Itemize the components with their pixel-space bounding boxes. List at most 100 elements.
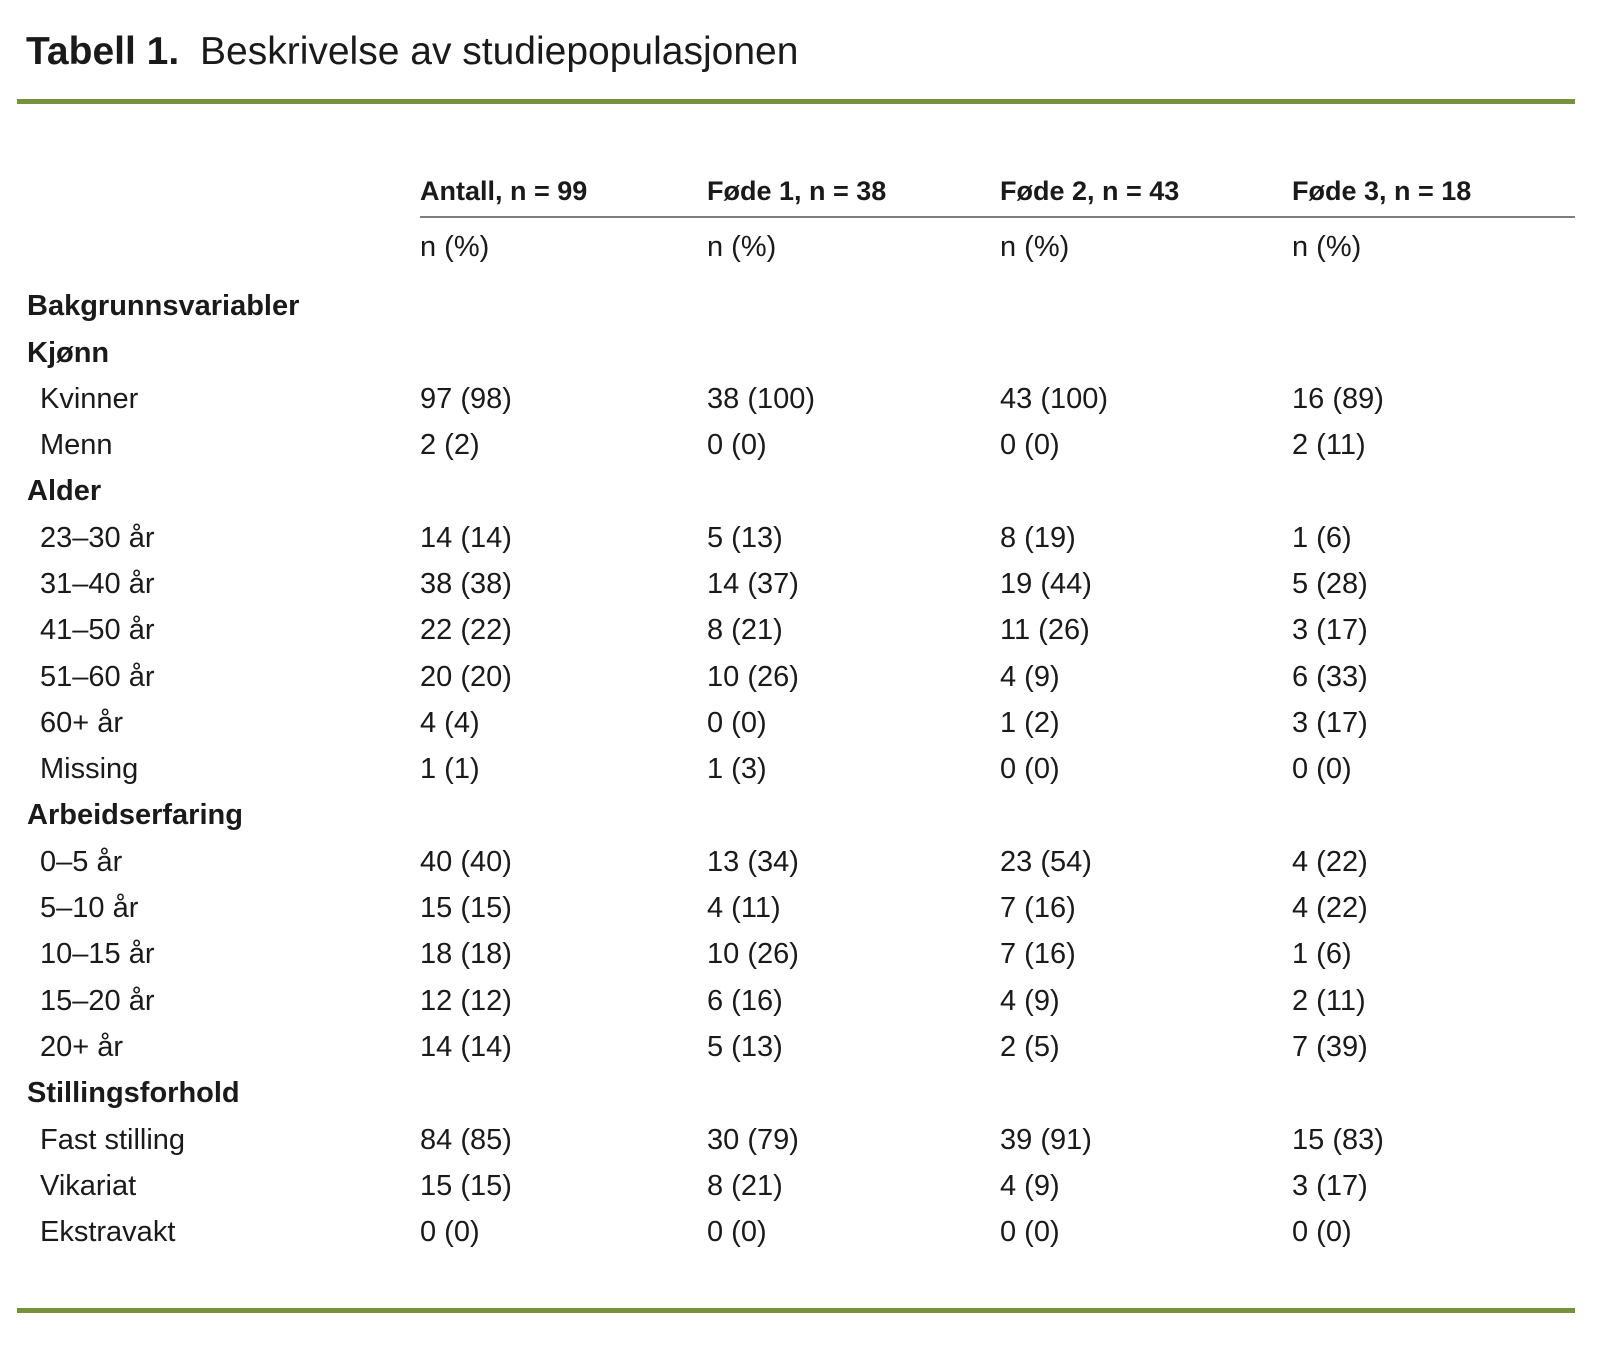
value-cell: 2 (5): [1000, 1031, 1060, 1063]
top-accent-rule: [17, 99, 1575, 104]
table-row: 10–15 år 18 (18) 10 (26) 7 (16) 1 (6): [27, 932, 1575, 978]
value-cell: 14 (37): [707, 568, 799, 600]
value-cell: 13 (34): [707, 846, 799, 878]
value-cell: 15 (15): [420, 1170, 512, 1202]
value-cell: 1 (2): [1000, 707, 1060, 739]
value-cell: 15 (15): [420, 893, 512, 925]
table-row: 0–5 år 40 (40) 13 (34) 23 (54) 4 (22): [27, 840, 1575, 886]
value-cell: 0 (0): [420, 1217, 480, 1249]
value-cell: 84 (85): [420, 1124, 512, 1156]
table-row: 5–10 år 15 (15) 4 (11) 7 (16) 4 (22): [27, 886, 1575, 932]
value-cell: 8 (21): [707, 1170, 783, 1202]
row-label: Fast stilling: [40, 1124, 186, 1156]
value-cell: 1 (6): [1292, 522, 1352, 554]
table-row: 41–50 år 22 (22) 8 (21) 11 (26) 3 (17): [27, 608, 1575, 654]
table-title-text: Beskrivelse av studiepopulasjonen: [200, 30, 799, 73]
value-cell: 3 (17): [1292, 615, 1368, 647]
table-row: 51–60 år 20 (20) 10 (26) 4 (9) 6 (33): [27, 654, 1575, 700]
table-row: 23–30 år 14 (14) 5 (13) 8 (19) 1 (6): [27, 515, 1575, 561]
section-label: Stillingsforhold: [27, 1078, 240, 1110]
value-cell: 0 (0): [1292, 1217, 1352, 1249]
table-body: Bakgrunnsvariabler Kjønn Kvinner 97 (98) 38 …: [27, 284, 1575, 1256]
value-cell: 5 (28): [1292, 568, 1368, 600]
row-label: 41–50 år: [40, 615, 155, 647]
table-row: Menn 2 (2) 0 (0) 0 (0) 2 (11): [27, 423, 1575, 469]
section-row: Arbeidserfaring: [27, 793, 1575, 839]
subheader-row: n (%) n (%) n (%) n (%): [27, 218, 1575, 278]
column-header-fode3: Føde 3, n = 18: [1292, 168, 1575, 218]
value-cell: 16 (89): [1292, 383, 1384, 415]
row-label: 51–60 år: [40, 661, 155, 693]
column-header-fode1: Føde 1, n = 38: [707, 168, 1000, 218]
section-row: Bakgrunnsvariabler: [27, 284, 1575, 330]
value-cell: 7 (16): [1000, 893, 1076, 925]
table-row: 20+ år 14 (14) 5 (13) 2 (5) 7 (39): [27, 1025, 1575, 1071]
value-cell: 6 (16): [707, 985, 783, 1017]
row-label: 31–40 år: [40, 568, 155, 600]
value-cell: 38 (38): [420, 568, 512, 600]
value-cell: 1 (1): [420, 754, 480, 786]
row-label: 15–20 år: [40, 985, 155, 1017]
study-population-table: Antall, n = 99 Føde 1, n = 38 Føde 2, n …: [27, 168, 1575, 1256]
value-cell: 4 (9): [1000, 1170, 1060, 1202]
section-label: Alder: [27, 476, 102, 508]
subheader-fode3: n (%): [1292, 232, 1362, 264]
table-row: Fast stilling 84 (85) 30 (79) 39 (91) 15 (83…: [27, 1117, 1575, 1163]
section-row: Alder: [27, 469, 1575, 515]
row-label: Ekstravakt: [40, 1217, 176, 1249]
table-title-number: Tabell 1.: [26, 30, 180, 73]
value-cell: 4 (22): [1292, 893, 1368, 925]
value-cell: 0 (0): [707, 1217, 767, 1249]
row-label: Kvinner: [40, 383, 139, 415]
subheader-fode1: n (%): [707, 232, 777, 264]
value-cell: 8 (19): [1000, 522, 1076, 554]
row-label: 10–15 år: [40, 939, 155, 971]
row-label: 60+ år: [40, 707, 124, 739]
value-cell: 7 (16): [1000, 939, 1076, 971]
value-cell: 2 (2): [420, 430, 480, 462]
value-cell: 1 (3): [707, 754, 767, 786]
column-header-fode2: Føde 2, n = 43: [1000, 168, 1292, 218]
row-label: 23–30 år: [40, 522, 155, 554]
value-cell: 10 (26): [707, 661, 799, 693]
value-cell: 0 (0): [707, 430, 767, 462]
value-cell: 5 (13): [707, 522, 783, 554]
value-cell: 20 (20): [420, 661, 512, 693]
value-cell: 10 (26): [707, 939, 799, 971]
value-cell: 15 (83): [1292, 1124, 1384, 1156]
table-row: Ekstravakt 0 (0) 0 (0) 0 (0) 0 (0): [27, 1210, 1575, 1256]
value-cell: 0 (0): [1000, 430, 1060, 462]
value-cell: 23 (54): [1000, 846, 1092, 878]
value-cell: 5 (13): [707, 1031, 783, 1063]
value-cell: 38 (100): [707, 383, 816, 415]
value-cell: 0 (0): [1000, 1217, 1060, 1249]
value-cell: 12 (12): [420, 985, 512, 1017]
column-header-row: Antall, n = 99 Føde 1, n = 38 Føde 2, n …: [27, 168, 1575, 218]
table-row: Vikariat 15 (15) 8 (21) 4 (9) 3 (17): [27, 1164, 1575, 1210]
value-cell: 3 (17): [1292, 707, 1368, 739]
table-title: Tabell 1. Beskrivelse av studiepopulasjo…: [26, 30, 798, 74]
value-cell: 11 (26): [1000, 615, 1090, 647]
row-label: 5–10 år: [40, 893, 139, 925]
value-cell: 7 (39): [1292, 1031, 1368, 1063]
value-cell: 0 (0): [1292, 754, 1352, 786]
value-cell: 22 (22): [420, 615, 512, 647]
row-label: Vikariat: [40, 1170, 137, 1202]
value-cell: 8 (21): [707, 615, 783, 647]
value-cell: 97 (98): [420, 383, 512, 415]
section-label: Kjønn: [27, 337, 110, 369]
value-cell: 1 (6): [1292, 939, 1352, 971]
table-row: Missing 1 (1) 1 (3) 0 (0) 0 (0): [27, 747, 1575, 793]
value-cell: 4 (4): [420, 707, 480, 739]
value-cell: 0 (0): [1000, 754, 1060, 786]
value-cell: 2 (11): [1292, 985, 1366, 1017]
row-label: 0–5 år: [40, 846, 123, 878]
value-cell: 43 (100): [1000, 383, 1109, 415]
row-label: 20+ år: [40, 1031, 124, 1063]
section-row: Kjønn: [27, 330, 1575, 376]
column-header-antall: Antall, n = 99: [420, 168, 707, 218]
section-label: Arbeidserfaring: [27, 800, 243, 832]
row-label: Menn: [40, 430, 113, 462]
table-row: 15–20 år 12 (12) 6 (16) 4 (9) 2 (11): [27, 978, 1575, 1024]
